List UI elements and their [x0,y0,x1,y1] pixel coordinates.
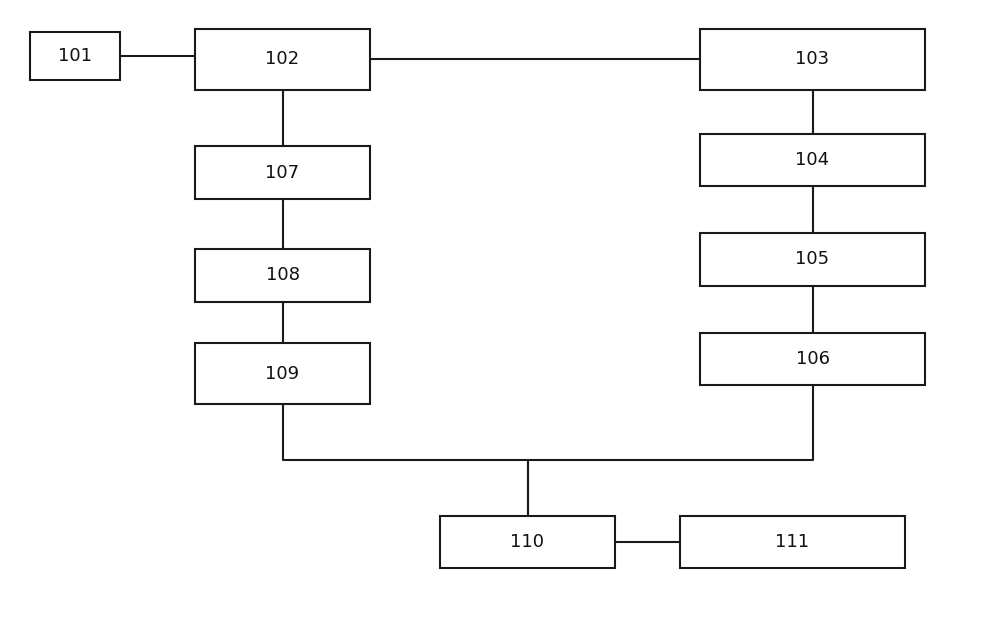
FancyBboxPatch shape [195,29,370,90]
FancyBboxPatch shape [440,516,615,568]
Text: 108: 108 [266,266,300,284]
FancyBboxPatch shape [195,146,370,199]
FancyBboxPatch shape [700,134,925,186]
Text: 107: 107 [265,164,300,182]
Text: 102: 102 [265,50,300,69]
Text: 111: 111 [775,533,810,551]
Text: 104: 104 [795,151,830,169]
Text: 103: 103 [795,50,830,69]
FancyBboxPatch shape [680,516,905,568]
FancyBboxPatch shape [195,249,370,302]
Text: 105: 105 [795,250,830,268]
Text: 110: 110 [511,533,544,551]
FancyBboxPatch shape [700,29,925,90]
FancyBboxPatch shape [700,233,925,286]
Text: 101: 101 [58,47,92,65]
FancyBboxPatch shape [195,343,370,404]
Text: 109: 109 [265,365,300,383]
Text: 106: 106 [796,350,830,368]
FancyBboxPatch shape [700,333,925,385]
FancyBboxPatch shape [30,32,120,80]
